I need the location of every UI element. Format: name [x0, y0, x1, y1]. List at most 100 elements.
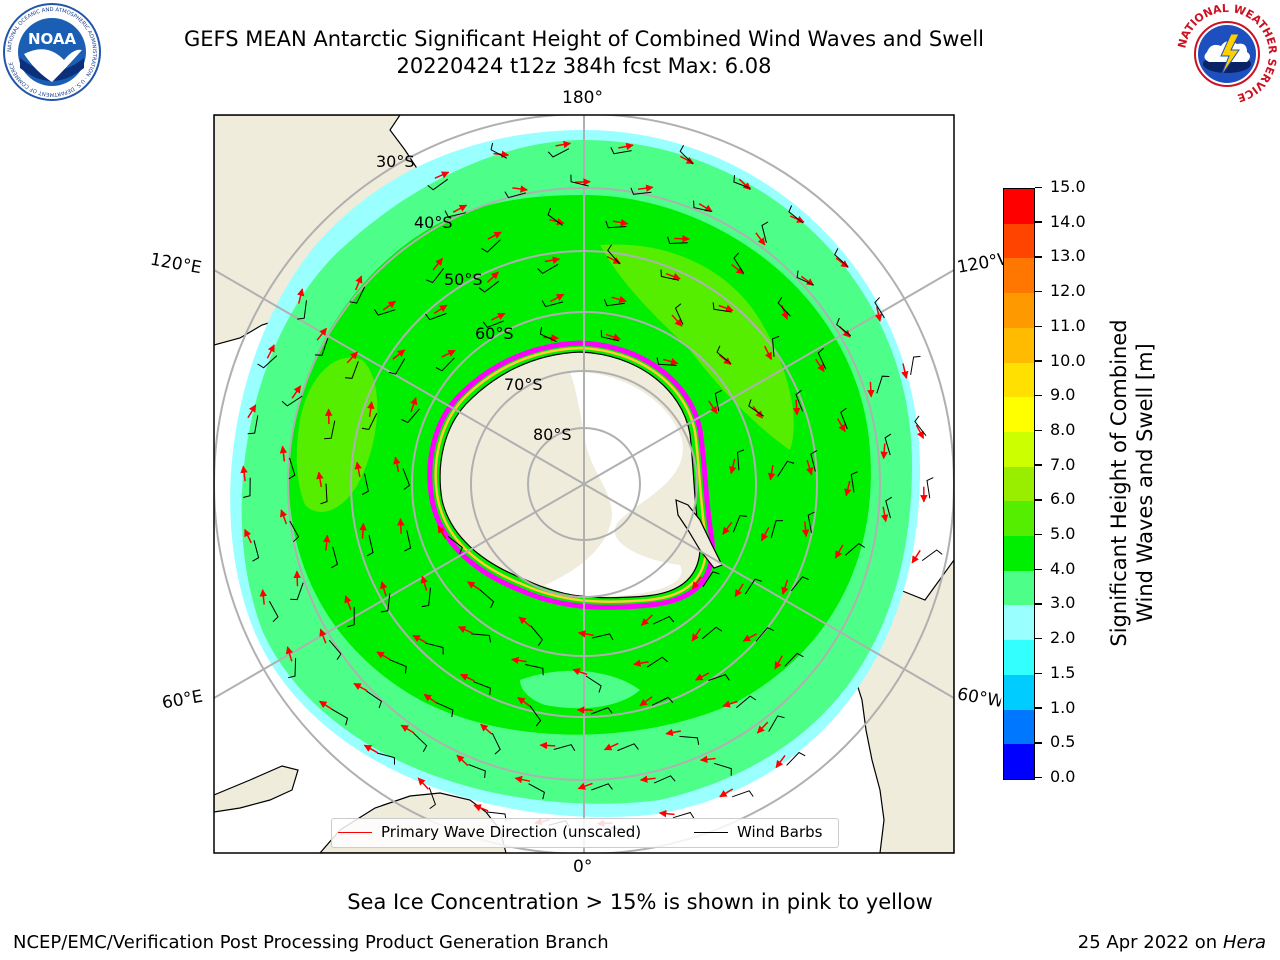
wind-barb — [541, 300, 564, 308]
wave-direction-arrow — [834, 544, 844, 559]
wave-direction-arrow — [240, 465, 248, 482]
wind-barb — [490, 142, 508, 159]
wind-barb — [795, 389, 804, 412]
wind-barb — [349, 286, 366, 304]
colorbar-label-line2: Wind Waves and Swell [m] — [1133, 343, 1157, 623]
wave-direction-arrow — [393, 456, 401, 472]
wind-barb — [708, 674, 730, 681]
wind-barb — [784, 652, 804, 667]
wind-barb — [268, 600, 279, 623]
wind-barb — [777, 460, 795, 477]
sea-ice-footnote: Sea Ice Concentration > 15% is shown in … — [347, 890, 933, 914]
wave-direction-arrow — [880, 506, 889, 523]
wave-direction-arrow — [612, 218, 629, 227]
colorbar-tick-label: 5.0 — [1035, 524, 1075, 543]
wave-direction-arrow — [691, 628, 702, 642]
wind-barb — [345, 361, 359, 379]
wind-barb — [478, 280, 500, 293]
wave-field-3to4m-atlantic-patch — [520, 670, 640, 709]
producer-credit: NCEP/EMC/Verification Post Processing Pr… — [13, 932, 609, 953]
wave-direction-arrow — [293, 570, 301, 587]
colorbar-segment — [1004, 327, 1034, 363]
colorbar-tick-label: 1.5 — [1035, 663, 1075, 682]
colorbar-segment — [1004, 744, 1034, 779]
wave-direction-arrow — [346, 351, 358, 364]
wave-direction-arrow — [457, 626, 473, 634]
wind-barb — [289, 520, 300, 543]
legend-label-wave-direction: Primary Wave Direction (unscaled) — [381, 823, 642, 841]
wind-barb — [732, 515, 747, 533]
wave-direction-arrow — [755, 232, 766, 246]
wave-field-5to6m-pacific — [600, 244, 794, 450]
wind-barb — [529, 705, 542, 727]
latitude-label-80s: 80°S — [533, 425, 572, 444]
wave-direction-arrow — [767, 464, 776, 481]
wave-direction-arrow — [367, 401, 375, 417]
wind-barb — [243, 477, 251, 498]
wind-barb — [630, 187, 652, 195]
wave-direction-arrow — [603, 742, 619, 751]
colorbar-segment — [1004, 431, 1034, 467]
wave-direction-arrow — [729, 458, 737, 475]
latitude-label-70s: 70°S — [504, 375, 543, 394]
noaa-wordmark: NOAA — [28, 30, 77, 48]
wave-direction-arrow — [781, 579, 789, 595]
wave-direction-arrow — [742, 633, 757, 642]
wind-barb — [404, 530, 412, 552]
colorbar-label: Significant Height of Combined Wind Wave… — [1106, 183, 1158, 783]
wave-direction-arrow — [575, 178, 591, 186]
colorbar-tick-label: 11.0 — [1035, 316, 1086, 335]
wave-direction-arrow — [319, 628, 327, 644]
wind-barb — [347, 606, 355, 628]
colorbar-segment — [1004, 674, 1034, 710]
wave-direction-arrow — [775, 754, 786, 769]
wind-barb — [413, 732, 428, 753]
wave-direction-arrow — [487, 231, 502, 240]
wave-direction-arrow — [437, 525, 447, 540]
wave-direction-arrow — [412, 634, 427, 644]
sea-ice-edge-outer — [427, 340, 715, 610]
wind-barb — [425, 642, 444, 655]
colorbar-tick-label: 15.0 — [1035, 177, 1086, 196]
wave-direction-arrow — [318, 700, 333, 711]
wind-barb — [473, 681, 491, 696]
wind-barb — [651, 696, 674, 706]
wind-barb — [436, 702, 454, 718]
wave-direction-arrow — [380, 581, 388, 597]
wave-direction-arrow — [297, 288, 305, 304]
wind-barb — [525, 664, 544, 676]
colorbar-segment — [1004, 466, 1034, 502]
wind-barb — [547, 208, 563, 226]
wind-barb — [810, 450, 818, 472]
wind-barb — [914, 415, 927, 437]
wave-direction-arrow — [456, 754, 469, 767]
colorbar-tick-label: 9.0 — [1035, 385, 1075, 404]
wind-barb — [607, 244, 621, 265]
wind-barb — [732, 790, 754, 798]
wave-direction-arrow — [722, 700, 738, 708]
wave-direction-arrow — [792, 399, 801, 416]
wave-direction-arrow — [376, 651, 391, 661]
colorbar-segment — [1004, 362, 1034, 398]
wave-direction-arrow — [280, 509, 288, 525]
wind-barb — [777, 296, 791, 317]
wind-barb — [610, 147, 632, 155]
wind-barb — [672, 811, 695, 819]
colorbar-segment — [1004, 605, 1034, 641]
colorbar-segment — [1004, 501, 1034, 537]
wave-direction-arrow — [637, 184, 654, 192]
colorbar — [1003, 188, 1035, 780]
wind-barb — [362, 473, 369, 495]
wave-direction-arrow — [316, 327, 327, 341]
colorbar-segment — [1004, 536, 1034, 571]
colorbar-segment — [1004, 570, 1034, 606]
wind-barb — [537, 263, 559, 275]
wave-direction-arrow — [363, 744, 378, 754]
wave-direction-arrow — [490, 312, 506, 321]
wave-direction-arrow — [316, 471, 324, 488]
wave-direction-arrow — [473, 804, 489, 812]
wave-direction-arrow — [279, 445, 288, 462]
colorbar-tick-label: 0.0 — [1035, 767, 1075, 786]
wind-barb — [736, 449, 745, 471]
wave-direction-arrows — [240, 140, 928, 828]
